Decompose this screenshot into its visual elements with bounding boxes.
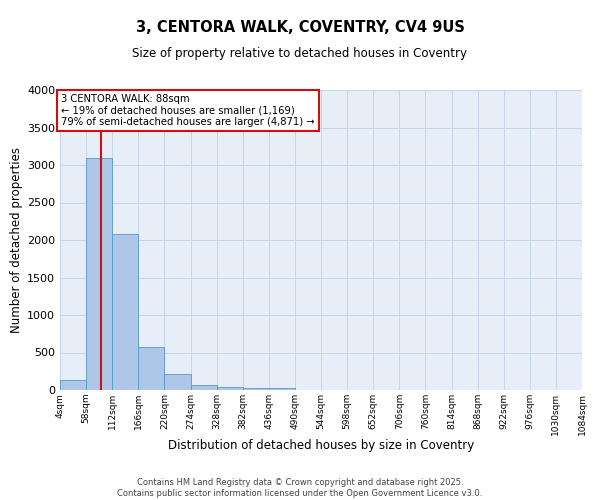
Bar — [60, 380, 86, 390]
Bar — [242, 388, 269, 390]
Bar — [217, 388, 242, 390]
Bar — [269, 388, 295, 390]
X-axis label: Distribution of detached houses by size in Coventry: Distribution of detached houses by size … — [168, 439, 474, 452]
Text: 3, CENTORA WALK, COVENTRY, CV4 9US: 3, CENTORA WALK, COVENTRY, CV4 9US — [136, 20, 464, 35]
Text: Contains HM Land Registry data © Crown copyright and database right 2025.
Contai: Contains HM Land Registry data © Crown c… — [118, 478, 482, 498]
Text: 3 CENTORA WALK: 88sqm
← 19% of detached houses are smaller (1,169)
79% of semi-d: 3 CENTORA WALK: 88sqm ← 19% of detached … — [61, 94, 314, 127]
Bar — [86, 158, 112, 390]
Y-axis label: Number of detached properties: Number of detached properties — [10, 147, 23, 333]
Bar — [164, 374, 191, 390]
Bar — [191, 385, 217, 390]
Bar — [139, 347, 164, 390]
Text: Size of property relative to detached houses in Coventry: Size of property relative to detached ho… — [133, 48, 467, 60]
Bar — [112, 234, 139, 390]
